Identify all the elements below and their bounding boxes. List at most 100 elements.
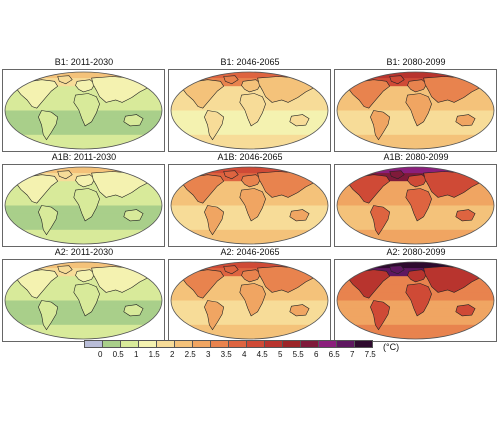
warming-map [4,166,163,245]
colorbar-tick-label: 3 [205,350,211,359]
latitude-band [5,237,162,244]
continent-south-america [370,205,391,236]
continent-africa [239,188,266,222]
continent-australia [123,209,144,222]
latitude-band [337,262,494,269]
colorbar-tick-label: 1.5 [148,350,160,359]
continent-australia [289,114,310,127]
continent-australia [455,114,476,127]
colorbar-tick-label: 4 [241,350,247,359]
panel-title: A2: 2011-2030 [54,247,114,257]
latitude-band [5,126,162,136]
warming-map [170,71,329,150]
colorbar-swatch [192,340,211,348]
latitude-band [5,167,162,174]
colorbar-swatch [102,340,121,348]
latitude-band [5,221,162,231]
continent-north-america [15,269,59,299]
continent-south-america [38,110,59,141]
latitude-band [337,72,494,79]
warming-map [4,71,163,150]
continent-greenland [57,170,73,180]
latitude-band [337,167,494,174]
continent-north-america [15,79,59,109]
map-outline [4,166,163,245]
colorbar-tick-label: 4.5 [256,350,268,359]
map-outline [4,71,163,150]
latitude-band [171,142,328,149]
latitude-band [5,142,162,149]
latitude-band [171,324,328,334]
continent-africa [405,188,432,222]
continent-north-america [181,79,225,109]
map-outline [4,261,163,340]
panel-title: A1B: 2011-2030 [51,152,117,162]
colorbar-tick-label: 1 [133,350,139,359]
colorbar-swatch [282,340,301,348]
continent-australia [123,114,144,127]
latitude-band [5,324,162,334]
map-panel [334,69,497,152]
continent-greenland [389,170,405,180]
colorbar-swatch [120,340,139,348]
warming-map [4,261,163,340]
colorbar-tick-label: 7 [349,350,355,359]
continent-greenland [389,75,405,85]
latitude-band [337,332,494,339]
latitude-band [337,142,494,149]
colorbar-swatch [354,340,373,348]
latitude-band [337,316,494,326]
continent-europe [407,79,428,93]
colorbar-swatch [156,340,175,348]
panel-title: B1: 2011-2030 [54,57,114,67]
colorbar-tick-label: 7.5 [364,350,376,359]
continent-south-america [370,110,391,141]
map-panel [334,164,497,247]
continent-south-america [204,110,225,141]
latitude-band [171,332,328,339]
warming-map [170,261,329,340]
continent-africa [73,188,100,222]
continent-africa [405,93,432,127]
colorbar-swatch [336,340,355,348]
colorbar-swatch [174,340,193,348]
panel-title: A2: 2080-2099 [386,247,446,257]
panel-title: B1: 2080-2099 [386,57,446,67]
latitude-band [337,126,494,136]
map-panel [168,164,331,247]
continent-europe [75,79,96,93]
map-panel [334,259,497,342]
continent-north-america [347,174,391,204]
latitude-band [5,262,162,269]
continent-north-america [181,174,225,204]
continent-africa [73,93,100,127]
map-outline [336,166,495,245]
continent-greenland [223,75,239,85]
latitude-band [171,229,328,239]
latitude-band [171,126,328,136]
continent-europe [75,174,96,188]
latitude-band [171,316,328,326]
map-panel [2,259,165,342]
map-outline [170,71,329,150]
latitude-band [5,72,162,79]
latitude-band [171,262,328,269]
continent-australia [455,304,476,317]
latitude-band [337,324,494,334]
continent-south-america [204,300,225,331]
colorbar-swatch [84,340,103,348]
panel-title: B1: 2046-2065 [220,57,280,67]
continent-europe [241,174,262,188]
continent-north-america [347,79,391,109]
colorbar-swatch [228,340,247,348]
continent-north-america [181,269,225,299]
continent-africa [405,283,432,317]
panel-title: A1B: 2080-2099 [383,152,449,162]
latitude-band [171,167,328,174]
continent-south-america [38,205,59,236]
colorbar-swatch [210,340,229,348]
latitude-band [337,237,494,244]
continent-north-america [347,269,391,299]
continent-africa [73,283,100,317]
